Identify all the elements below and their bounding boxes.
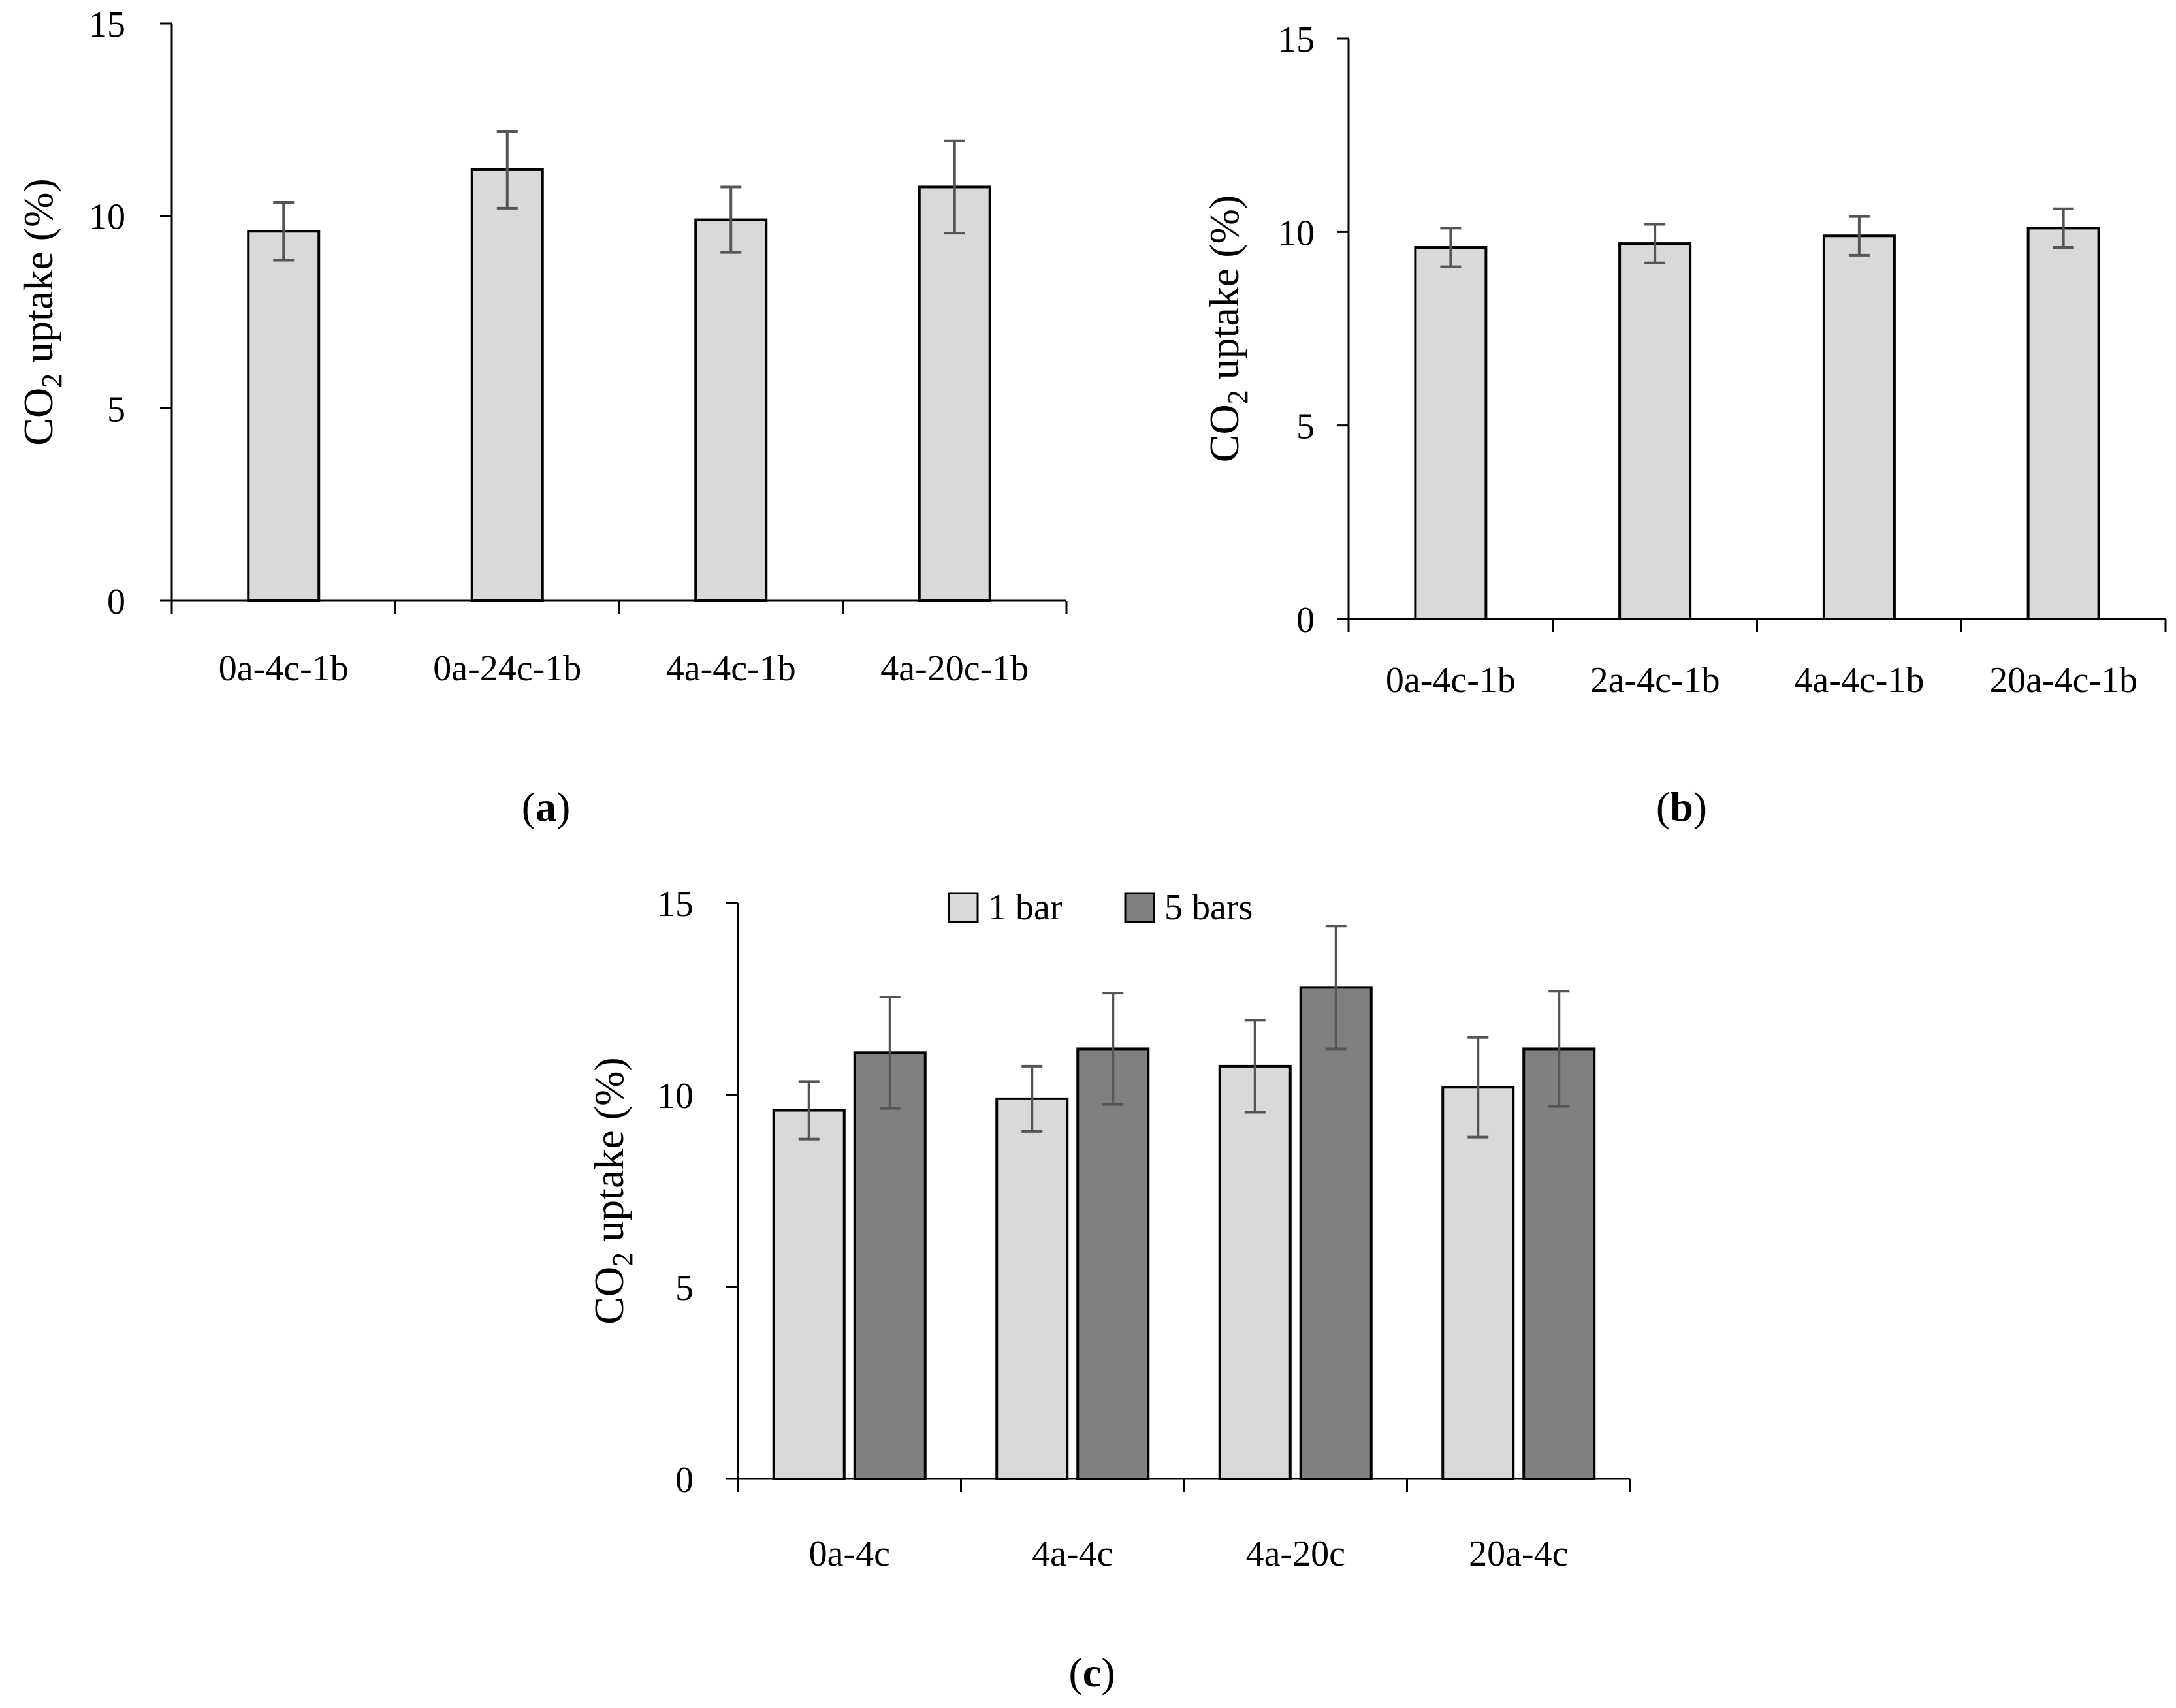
y-tick-label: 10 (657, 1076, 694, 1116)
bar (1414, 246, 1488, 621)
bar (1822, 234, 1896, 620)
y-axis-title-sub: 2 (607, 1252, 639, 1267)
y-tick-label: 0 (1296, 600, 1315, 640)
y-tick-label: 10 (89, 197, 125, 238)
y-axis-title-rest: uptake (%) (586, 1057, 632, 1252)
y-axis-title: CO2 uptake (%) (586, 1057, 639, 1324)
bar (1441, 1086, 1515, 1480)
panel-label-open: ( (522, 783, 536, 830)
legend: 1 bar 5 bars (948, 887, 1253, 928)
y-axis-title-main: CO (15, 388, 61, 446)
bar (694, 218, 768, 602)
x-category-label: 20a-4c (1469, 1534, 1568, 1574)
x-category-label: 0a-24c-1b (433, 648, 581, 689)
bar (995, 1097, 1069, 1480)
y-tick-label: 5 (1296, 407, 1315, 447)
chart-panel-a: 0 5 10 15 0a-4c-1b 0a-24c-1b 4a-4c-1b 4a-20c-1b… (15, 5, 1068, 830)
bar (772, 1109, 846, 1480)
x-category-label: 0a-4c-1b (1386, 660, 1516, 701)
panel-label-letter: a (536, 783, 556, 830)
bar (1522, 1047, 1596, 1480)
y-tick-label: 0 (107, 582, 125, 622)
x-category-label: 4a-4c-1b (1794, 660, 1924, 701)
x-category-label: 0a-4c-1b (219, 648, 349, 689)
y-tick-label: 5 (107, 389, 125, 430)
bar (853, 1051, 927, 1480)
bar (247, 230, 321, 602)
y-tick-label: 15 (1278, 20, 1315, 60)
bar (470, 168, 544, 602)
x-category-label: 4a-20c (1246, 1534, 1345, 1574)
x-category-label: 2a-4c-1b (1590, 660, 1720, 701)
y-axis-title-rest: uptake (%) (1201, 195, 1247, 390)
y-axis-title-sub: 2 (1222, 390, 1254, 404)
bar (1618, 242, 1692, 620)
panel-label-close: ) (1693, 783, 1707, 830)
bar (1299, 986, 1373, 1480)
legend-swatch (1124, 892, 1155, 923)
x-category-label: 20a-4c-1b (1989, 660, 2137, 701)
y-axis-title-main: CO (586, 1267, 632, 1325)
y-axis-title-sub: 2 (36, 373, 68, 388)
bar (2026, 227, 2100, 620)
legend-swatch (948, 892, 979, 923)
bar (1076, 1047, 1150, 1480)
legend-label: 5 bars (1164, 887, 1253, 928)
panel-label: (c) (1068, 1649, 1115, 1696)
panel-label-close: ) (1101, 1649, 1115, 1696)
y-axis-title-rest: uptake (%) (15, 178, 61, 373)
chart-panel-c: 0 5 10 15 0a-4c 4a-4c 4a-20c 20a-4c CO2 uptake (… (586, 884, 1631, 1696)
panel-label-letter: c (1083, 1649, 1101, 1696)
x-category-label: 4a-20c-1b (880, 648, 1029, 689)
bar (918, 185, 991, 602)
y-axis-title-main: CO (1201, 404, 1247, 462)
y-axis-title: CO2 uptake (%) (1201, 195, 1254, 462)
y-tick-label: 10 (1278, 213, 1315, 253)
panel-label: (b) (1656, 783, 1707, 830)
y-tick-label: 15 (657, 884, 694, 925)
x-category-label: 4a-4c (1032, 1534, 1113, 1574)
panel-label-letter: b (1670, 783, 1693, 830)
y-tick-label: 5 (675, 1268, 694, 1308)
bar (1218, 1064, 1292, 1480)
y-axis-title: CO2 uptake (%) (15, 178, 68, 445)
legend-label: 1 bar (988, 887, 1063, 928)
x-category-label: 0a-4c (809, 1534, 890, 1574)
panel-label: (a) (522, 783, 571, 830)
y-tick-label: 15 (89, 5, 125, 45)
y-tick-label: 0 (675, 1460, 694, 1500)
x-category-label: 4a-4c-1b (666, 648, 796, 689)
panel-label-close: ) (556, 783, 570, 830)
panel-label-open: ( (1068, 1649, 1082, 1696)
chart-panel-b: 0 5 10 15 0a-4c-1b 2a-4c-1b 4a-4c-1b 20a-4c-1b C… (1201, 20, 2167, 830)
panel-label-open: ( (1656, 783, 1670, 830)
